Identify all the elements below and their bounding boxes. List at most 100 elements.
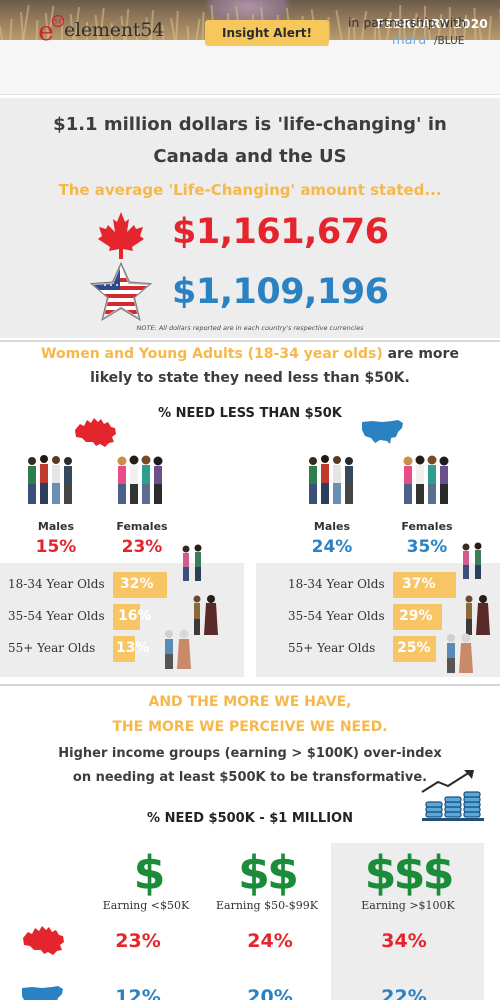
- us-females-label: Females: [401, 520, 453, 533]
- canada-amount: $1,161,676: [172, 212, 389, 252]
- seniors-icon: [447, 633, 473, 673]
- maple-leaf-icon: [98, 212, 144, 259]
- banner-wheat-stalk: [488, 15, 493, 40]
- earning-label-low: Earning <$50K: [102, 899, 190, 912]
- svg-text:54: 54: [54, 18, 62, 25]
- banner-wheat-stalk: [0, 25, 4, 40]
- high-income-panel: [331, 843, 484, 1000]
- us-males-label: Males: [313, 520, 351, 533]
- svg-text:e: e: [38, 17, 53, 42]
- gender-age-title: Women and Young Adults (18-34 year olds)…: [0, 346, 500, 362]
- partner-name: maru: [392, 33, 427, 48]
- middle-age-icon: [193, 595, 218, 635]
- banner-wheat-stalk: [335, 10, 343, 40]
- age-row-pct: 32%: [120, 576, 154, 592]
- gender-age-title-line2: likely to state they need less than $50K…: [90, 370, 410, 386]
- income-headline-2: THE MORE WE PERCEIVE WE NEED.: [112, 719, 388, 735]
- banner-wheat-stalk: [201, 11, 205, 40]
- us-pct-high: 22%: [381, 986, 427, 1000]
- headline-subtitle: The average 'Life-Changing' amount state…: [58, 181, 442, 199]
- age-row-pct: 29%: [399, 608, 433, 624]
- canada-males-pct: 15%: [35, 537, 77, 557]
- canada-females-pct: 23%: [121, 537, 163, 557]
- age-row-label: 18-34 Year Olds: [8, 577, 105, 591]
- seniors-icon: [165, 629, 191, 669]
- dollar-symbol-mid: $$: [237, 846, 299, 900]
- headline-title-line2: Canada and the US: [153, 146, 347, 167]
- banner-date: FEBRUARY 2020: [375, 17, 488, 31]
- us-age-panel: 18-34 Year Olds 37% 35-54 Year Olds 29% …: [256, 542, 500, 677]
- age-row: 18-34 Year Olds 32%: [0, 572, 244, 598]
- us-pct-mid: 20%: [247, 986, 293, 1000]
- banner-wheat-stalk: [424, 6, 426, 40]
- age-row-pct: 25%: [397, 640, 431, 656]
- us-flag-star-icon: [90, 262, 152, 322]
- young-adults-icon: [462, 542, 482, 579]
- age-row: 35-54 Year Olds 16%: [0, 604, 244, 630]
- headline-title-line1: $1.1 million dollars is 'life-changing' …: [53, 114, 447, 135]
- banner-wheat-stalk: [22, 5, 30, 40]
- females-group-icon-canada: [117, 455, 163, 504]
- canada-females-label: Females: [116, 520, 168, 533]
- income-text-1: Higher income groups (earning > $100K) o…: [58, 746, 442, 761]
- brand-name: element54: [64, 19, 165, 41]
- usa-map-icon: [362, 420, 403, 444]
- income-heading: % NEED $500K - $1 MILLION: [147, 811, 353, 826]
- age-row-bar: [113, 572, 167, 598]
- age-row-label: 55+ Year Olds: [288, 641, 376, 655]
- section-divider: [0, 340, 500, 342]
- income-headline-1: AND THE MORE WE HAVE,: [148, 694, 352, 710]
- canada-pct-high: 34%: [381, 930, 427, 952]
- age-row-bar: [393, 572, 456, 598]
- banner-wheat-stalk: [186, 25, 190, 40]
- males-group-icon-us: [309, 455, 353, 504]
- age-row-pct: 37%: [402, 576, 436, 592]
- age-row-label: 35-54 Year Olds: [288, 609, 385, 623]
- coin-stack-growth-icon: [421, 770, 484, 821]
- canada-males-label: Males: [37, 520, 75, 533]
- dollar-symbol-high: $$$: [364, 846, 454, 900]
- males-group-icon-canada: [28, 455, 72, 504]
- earning-label-high: Earning >$100K: [361, 899, 455, 912]
- age-row-label: 18-34 Year Olds: [288, 577, 385, 591]
- us-females-pct: 35%: [406, 537, 448, 557]
- banner-wheat-stalk: [175, 10, 180, 40]
- gender-age-title-rest: are more: [382, 346, 459, 362]
- middle-age-icon: [465, 595, 490, 635]
- age-row-label: 35-54 Year Olds: [8, 609, 105, 623]
- dollar-symbol-low: $: [133, 846, 165, 900]
- females-group-icon-us: [403, 455, 449, 504]
- earning-label-mid: Earning $50-$99K: [216, 899, 318, 912]
- logo-bar: [0, 40, 500, 95]
- canada-map-icon: [75, 418, 116, 447]
- age-row-bar: [113, 604, 140, 630]
- banner-wheat-stalk: [86, 22, 88, 40]
- partner-suffix: /BLUE: [434, 35, 465, 47]
- insight-alert-badge: Insight Alert!: [205, 20, 329, 46]
- banner-wheat-stalk: [9, 18, 13, 40]
- age-row-bar: [393, 636, 436, 662]
- age-row: 35-54 Year Olds 29%: [256, 604, 500, 630]
- income-text-2: on needing at least $500K to be transfor…: [72, 770, 428, 785]
- young-adults-icon: [182, 544, 202, 581]
- age-row: 18-34 Year Olds 37%: [256, 572, 500, 598]
- age-row: 55+ Year Olds 25%: [256, 636, 500, 662]
- usa-map-icon: [22, 986, 63, 1000]
- headline-title: $1.1 million dollars is 'life-changing' …: [0, 112, 500, 170]
- gender-age-heading: % NEED LESS THAN $50K: [158, 406, 342, 421]
- gender-age-title-highlight: Women and Young Adults (18-34 year olds): [41, 346, 383, 362]
- banner-wheat-stalk: [195, 18, 201, 40]
- us-pct-low: 12%: [115, 986, 161, 1000]
- age-row-bar: [393, 604, 442, 630]
- age-row-pct: 16%: [118, 608, 152, 624]
- canada-map-icon: [23, 926, 64, 955]
- age-row-bar: [113, 636, 135, 662]
- canada-age-panel: 18-34 Year Olds 32% 35-54 Year Olds 16% …: [0, 544, 244, 677]
- age-row-label: 55+ Year Olds: [8, 641, 96, 655]
- section-divider: [0, 684, 500, 686]
- canada-pct-low: 23%: [115, 930, 161, 952]
- currency-note: NOTE: All dollars reported are in each c…: [136, 324, 364, 332]
- age-row: 55+ Year Olds 13%: [0, 636, 244, 662]
- partner-label: in partnership with: [348, 15, 467, 30]
- us-amount: $1,109,196: [172, 272, 389, 312]
